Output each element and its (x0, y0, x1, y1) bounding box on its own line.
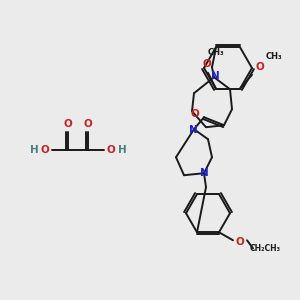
Text: O: O (190, 109, 200, 119)
Text: N: N (189, 125, 197, 135)
Text: O: O (84, 119, 92, 129)
Text: O: O (202, 59, 211, 69)
Text: O: O (236, 237, 244, 247)
Text: CH₃: CH₃ (208, 48, 224, 57)
Text: O: O (64, 119, 72, 129)
Text: H: H (30, 145, 38, 155)
Text: O: O (106, 145, 116, 155)
Text: N: N (200, 168, 208, 178)
Text: N: N (211, 71, 219, 81)
Text: H: H (118, 145, 126, 155)
Text: CH₃: CH₃ (266, 52, 282, 61)
Text: O: O (256, 62, 264, 72)
Text: O: O (40, 145, 50, 155)
Text: CH₂CH₃: CH₂CH₃ (250, 244, 280, 253)
